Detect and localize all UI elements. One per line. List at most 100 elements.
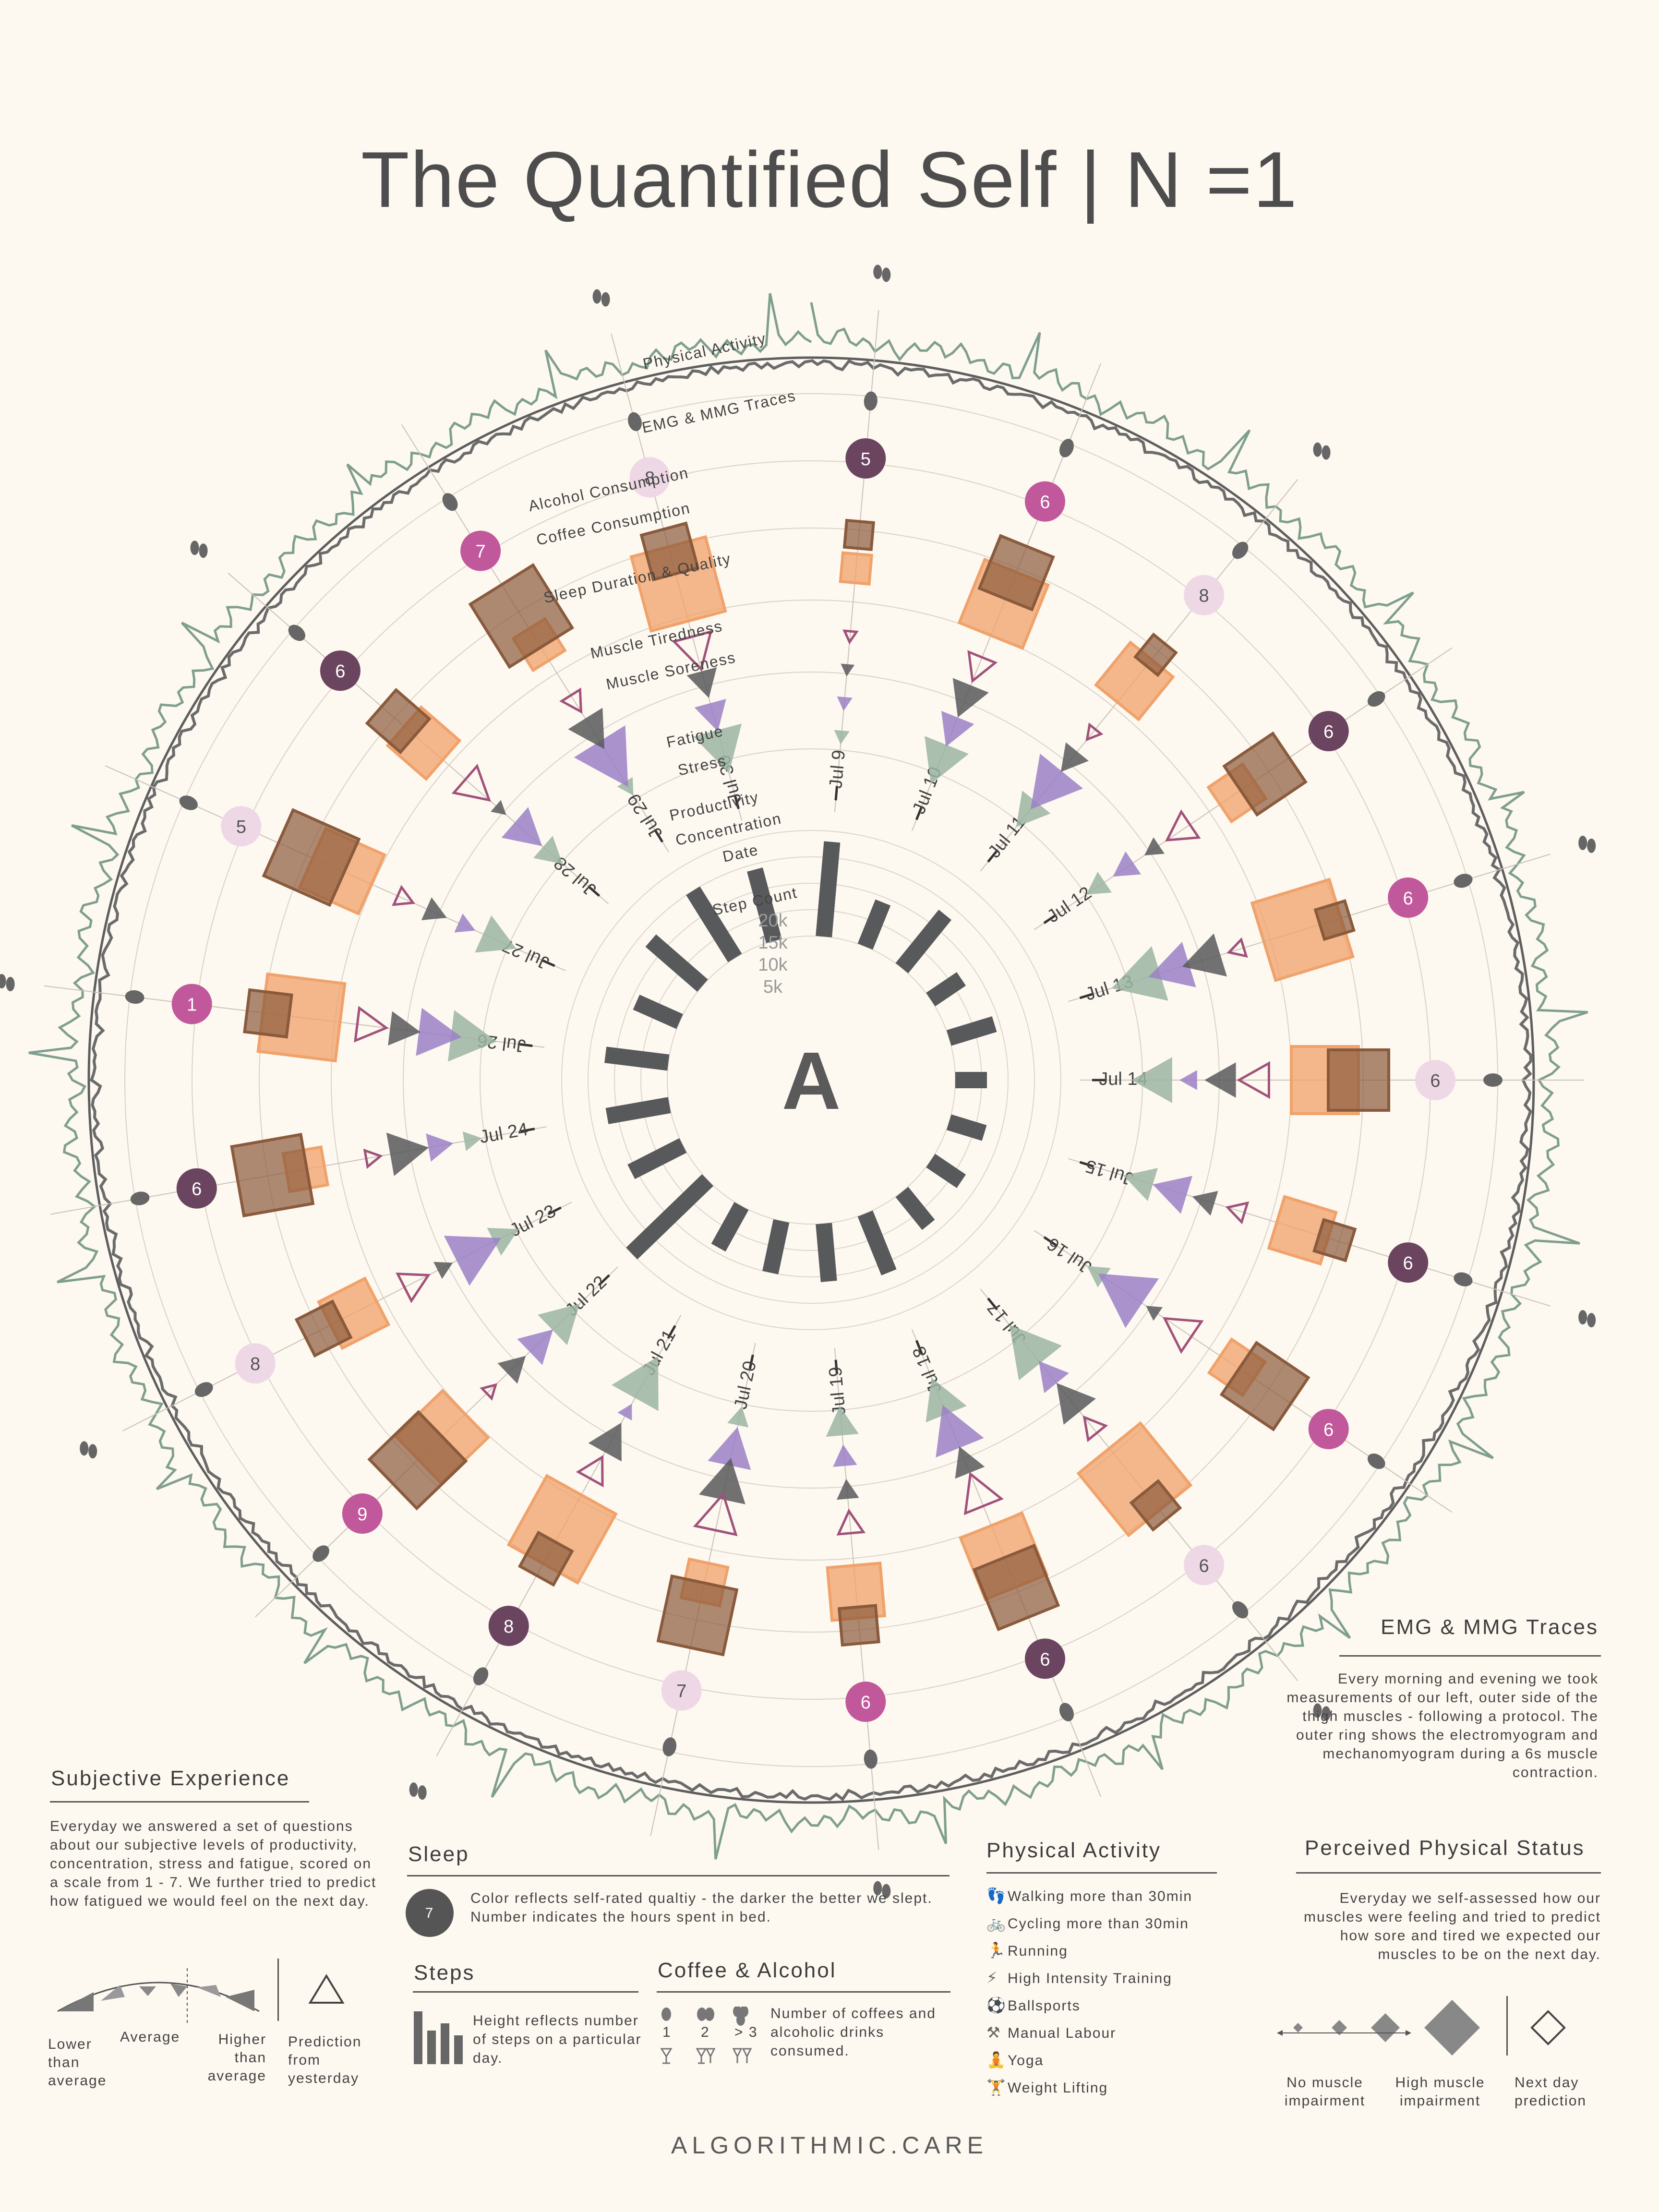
date-label: Jul 19 [825,1366,850,1416]
step-bar [645,934,708,992]
footprints-icon [409,1782,418,1797]
activity-item: ⚡ High Intensity Training [986,1969,1172,1987]
subjective-title: Subjective Experience [51,1767,290,1790]
fatigue-triangle [576,1455,604,1488]
sleep-circle [176,1168,217,1209]
date-tick [733,794,740,809]
concentration-triangle [612,1356,659,1411]
date-label: Jul 20 [731,1359,760,1411]
sleep-circle [1184,575,1225,615]
productivity-triangle [454,914,476,933]
productivity-triangle [1030,753,1083,809]
concentration-triangle [448,1010,497,1062]
steps-title: Steps [414,1961,475,1984]
step-scale-label: 15k [758,933,788,953]
muscle-tiredness-diamond [1222,731,1308,817]
steps-rule [413,1991,638,1993]
ball-icon: ⚽ [986,1996,1007,2014]
muscle-tiredness-diamond [972,1543,1060,1632]
sleep-hours-label: 6 [1403,889,1413,909]
stress-triangle [952,678,989,718]
date-tick [541,959,555,967]
footprints-icon [882,1884,891,1899]
stress-triangle [497,1356,526,1384]
running-icon: 🏃 [986,1942,1007,1959]
emg-title: EMG & MMG Traces [1381,1615,1599,1639]
coffee-bean-icon [1483,1073,1503,1087]
date-label: Jul 9 [826,749,849,789]
step-bar [946,1114,987,1141]
concentration-triangle [925,736,969,784]
sleep-circle [1024,1638,1065,1679]
footprints-icon [1322,445,1331,460]
date-tick [588,885,601,897]
stress-triangle [1144,837,1165,855]
activity-rule [986,1872,1217,1874]
sleep-circle [235,1343,276,1384]
coffee-bean-icon [1454,874,1473,888]
fatigue-triangle [963,1471,1004,1515]
fatigue-triangle [1236,1061,1270,1099]
stress-triangle [1192,1190,1218,1216]
activity-item: ⚽Ballsports [986,1996,1081,2014]
footprints-icon [88,1444,97,1459]
stress-triangle [491,800,506,815]
muscle-tiredness-diamond [230,1132,315,1218]
step-grid-ring [561,830,1061,1330]
fatigue-triangle [836,1508,866,1536]
footprints-icon: 👣 [986,1887,1007,1904]
footprints-icon [80,1441,89,1456]
date-tick [987,850,998,863]
coffee-bean-icon [864,391,878,411]
activity-item: 🏋Weight Lifting [986,2078,1108,2096]
productivity-triangle [936,1405,984,1458]
date-tick [598,1274,610,1286]
date-tick [518,1043,533,1047]
coffee-bean-icon [288,625,305,641]
activity-item: 🏃Running [986,1941,1068,1960]
sleep-circle [488,1606,529,1647]
productivity-triangle [941,710,974,747]
productivity-triangle [1098,1274,1159,1328]
stress-triangle [568,708,605,749]
coffee-bean-icon [130,1191,150,1205]
date-tick [834,786,839,801]
sleep-text: Color reflects self-rated qualtiy - the … [470,1890,933,1925]
date-label: Jul 29 [624,790,666,842]
muscle-tiredness-diamond [1313,899,1356,941]
stress-triangle [1182,933,1227,977]
productivity-triangle [1148,942,1196,987]
sleep-circle [1308,1408,1349,1449]
coffee-text: Number of coffees and alcoholic drinks c… [770,2006,936,2059]
concentration-triangle [462,1131,482,1151]
sleep-hours-label: 7 [676,1682,686,1702]
coffee-bean-icon [864,1749,878,1769]
date-tick [915,1340,923,1355]
muscle-tiredness-diamond [1133,632,1178,677]
activity-label: Ballsports [1008,1998,1081,2014]
coffee-rule [657,1991,950,1993]
date-tick [1043,1236,1057,1246]
sleep-circle [845,1682,886,1722]
footprints-icon [1578,835,1587,850]
tools-icon: ⚒ [986,2024,1001,2041]
footprints-icon [1313,442,1322,457]
footprints-icon [1587,838,1596,853]
fatigue-triangle [1082,1415,1108,1443]
sleep-hours-label: 8 [504,1617,514,1637]
muscle-tiredness-diamond [639,521,700,582]
coffee-bean-icon [313,1545,329,1562]
fatigue-triangle [1226,937,1248,958]
sleep-hours-label: 6 [335,661,345,682]
fatigue-triangle [392,885,416,906]
productivity-triangle [1113,851,1141,877]
steps-text: Height reflects number of steps on a par… [473,2013,642,2066]
fatigue-triangle [354,1006,389,1043]
step-bar [605,1097,671,1124]
sleep-circle [661,1670,702,1711]
step-bar [946,1016,997,1046]
coffee-bean-icon [1232,1601,1249,1619]
date-label: Jul 16 [1044,1233,1095,1277]
status-text: Everyday we self-assessed how our muscle… [1304,1890,1601,1962]
